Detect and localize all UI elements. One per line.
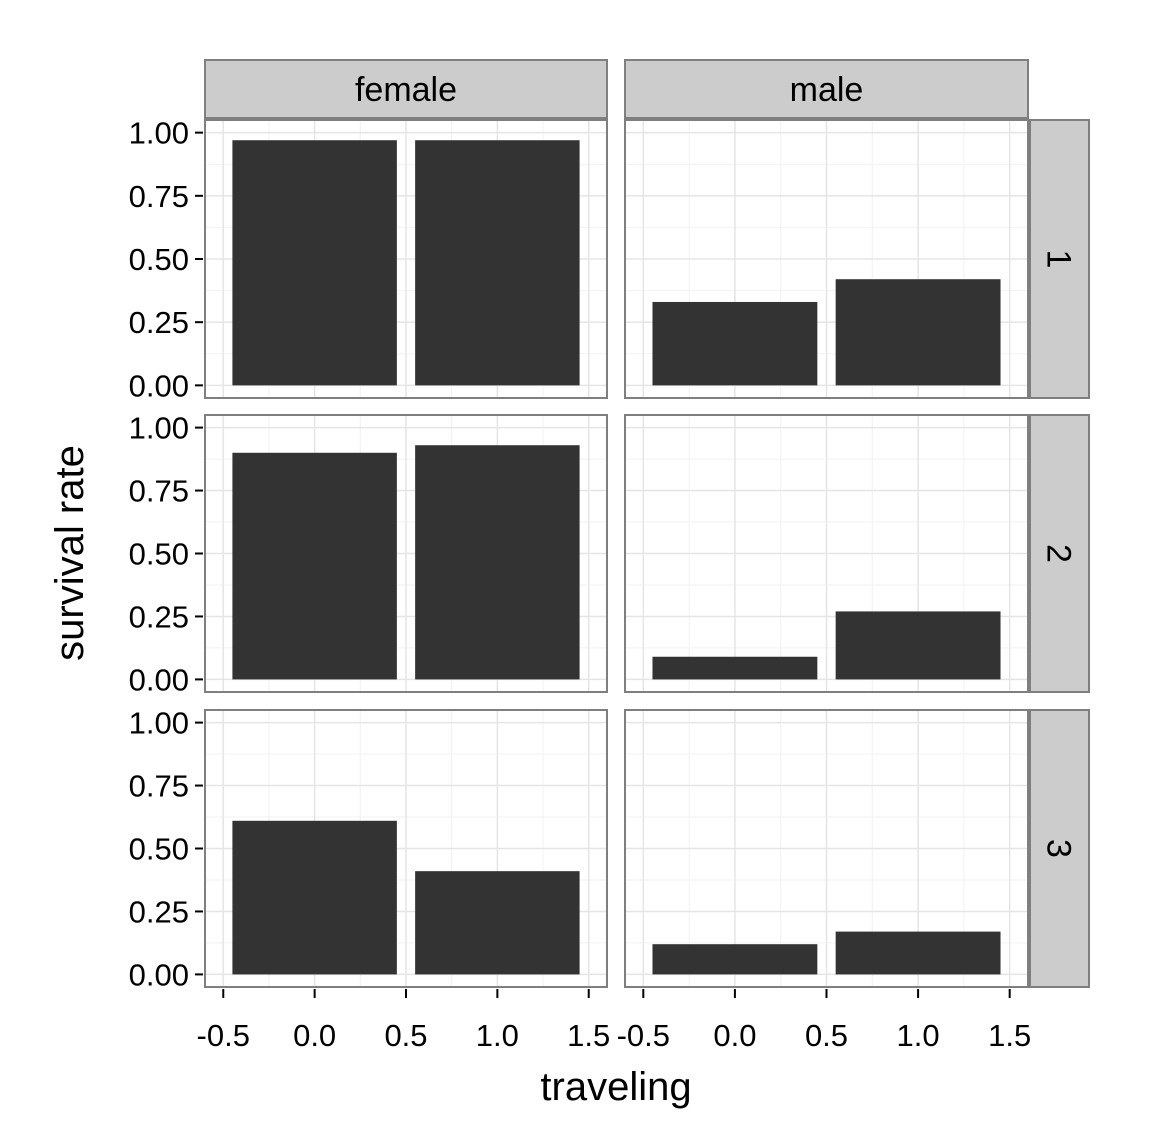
y-tick-label: 0.75 [129, 769, 189, 804]
y-axis-title: survival rate [48, 445, 92, 661]
y-tick-label: 0.00 [129, 957, 189, 992]
strips-layer: female male 1 2 3 [204, 59, 1090, 988]
panel-male-1 [624, 119, 1029, 399]
panel-male-3 [624, 709, 1029, 988]
column-strip-label: male [790, 71, 864, 109]
bar-female-3-x1 [415, 871, 580, 975]
panel-border [624, 414, 1029, 693]
axes-layer: 0.000.250.500.751.000.000.250.500.751.00… [129, 116, 1032, 1053]
row-strip-1: 1 [1029, 119, 1090, 399]
strip-background [204, 59, 608, 119]
x-tick-label: 0.0 [713, 1018, 756, 1053]
row-strip-label: 1 [1040, 250, 1078, 269]
column-strip-female: female [204, 59, 608, 119]
y-tick-label: 0.25 [129, 599, 189, 634]
x-tick-label: 1.0 [897, 1018, 940, 1053]
y-tick-label: 0.50 [129, 832, 189, 867]
panel-border [624, 709, 1029, 988]
strip-background [1029, 414, 1090, 693]
x-axis-female: -0.5 0.0 0.5 1.0 1.5 [197, 989, 610, 1053]
panel-border [624, 119, 1029, 399]
y-axis-row-3: 0.00 0.25 0.50 0.75 1.00 [129, 706, 203, 992]
panel-female-2 [204, 414, 608, 693]
panel-male-2 [624, 414, 1029, 693]
x-tick-label: 0.0 [293, 1018, 336, 1053]
x-tick-label: 1.0 [476, 1018, 519, 1053]
y-tick-label: 0.50 [129, 242, 189, 277]
x-tick-label: 1.5 [988, 1018, 1031, 1053]
panel-female-3 [204, 709, 608, 988]
y-tick-label: 0.00 [129, 662, 189, 697]
panel-border [204, 119, 608, 399]
column-strip-label: female [355, 71, 457, 109]
panels-layer [204, 119, 1029, 988]
row-strip-3: 3 [1029, 709, 1090, 988]
y-tick-label: 0.25 [129, 894, 189, 929]
strip-background [1029, 119, 1090, 399]
x-tick-label: 0.5 [384, 1018, 427, 1053]
y-axis-row-1: 0.00 0.25 0.50 0.75 1.00 [129, 116, 203, 403]
row-strip-label: 2 [1040, 544, 1078, 563]
x-tick-label: 1.5 [567, 1018, 610, 1053]
bar-female-2-x0 [232, 452, 397, 680]
x-axis-title: traveling [540, 1065, 691, 1109]
bar-female-3-x0 [232, 820, 397, 975]
bar-male-1-x1 [835, 279, 1001, 386]
bar-male-3-x0 [652, 944, 818, 975]
panel-border [204, 709, 608, 988]
panel-border [204, 414, 608, 693]
x-tick-label: -0.5 [617, 1018, 670, 1053]
bar-male-2-x1 [835, 611, 1001, 680]
bar-male-3-x1 [835, 931, 1001, 975]
y-tick-label: 0.75 [129, 179, 189, 214]
bar-male-2-x0 [652, 656, 818, 680]
strip-background [1029, 709, 1090, 988]
y-tick-label: 1.00 [129, 706, 189, 741]
bar-female-1-x1 [415, 140, 580, 386]
column-strip-male: male [624, 59, 1029, 119]
bar-female-2-x1 [415, 445, 580, 680]
y-tick-label: 0.00 [129, 368, 189, 403]
panel-female-1 [204, 119, 608, 399]
bar-female-1-x0 [232, 140, 397, 386]
y-axis-row-2: 0.00 0.25 0.50 0.75 1.00 [129, 411, 203, 697]
y-tick-label: 0.25 [129, 305, 189, 340]
x-tick-label: -0.5 [197, 1018, 250, 1053]
y-tick-label: 0.75 [129, 474, 189, 509]
bar-male-1-x0 [652, 301, 818, 386]
y-tick-label: 1.00 [129, 116, 189, 151]
row-strip-2: 2 [1029, 414, 1090, 693]
strip-background [624, 59, 1029, 119]
row-strip-label: 3 [1040, 839, 1078, 858]
y-tick-label: 1.00 [129, 411, 189, 446]
y-tick-label: 0.50 [129, 537, 189, 572]
x-tick-label: 0.5 [805, 1018, 848, 1053]
x-axis-male: -0.5 0.0 0.5 1.0 1.5 [617, 989, 1031, 1053]
